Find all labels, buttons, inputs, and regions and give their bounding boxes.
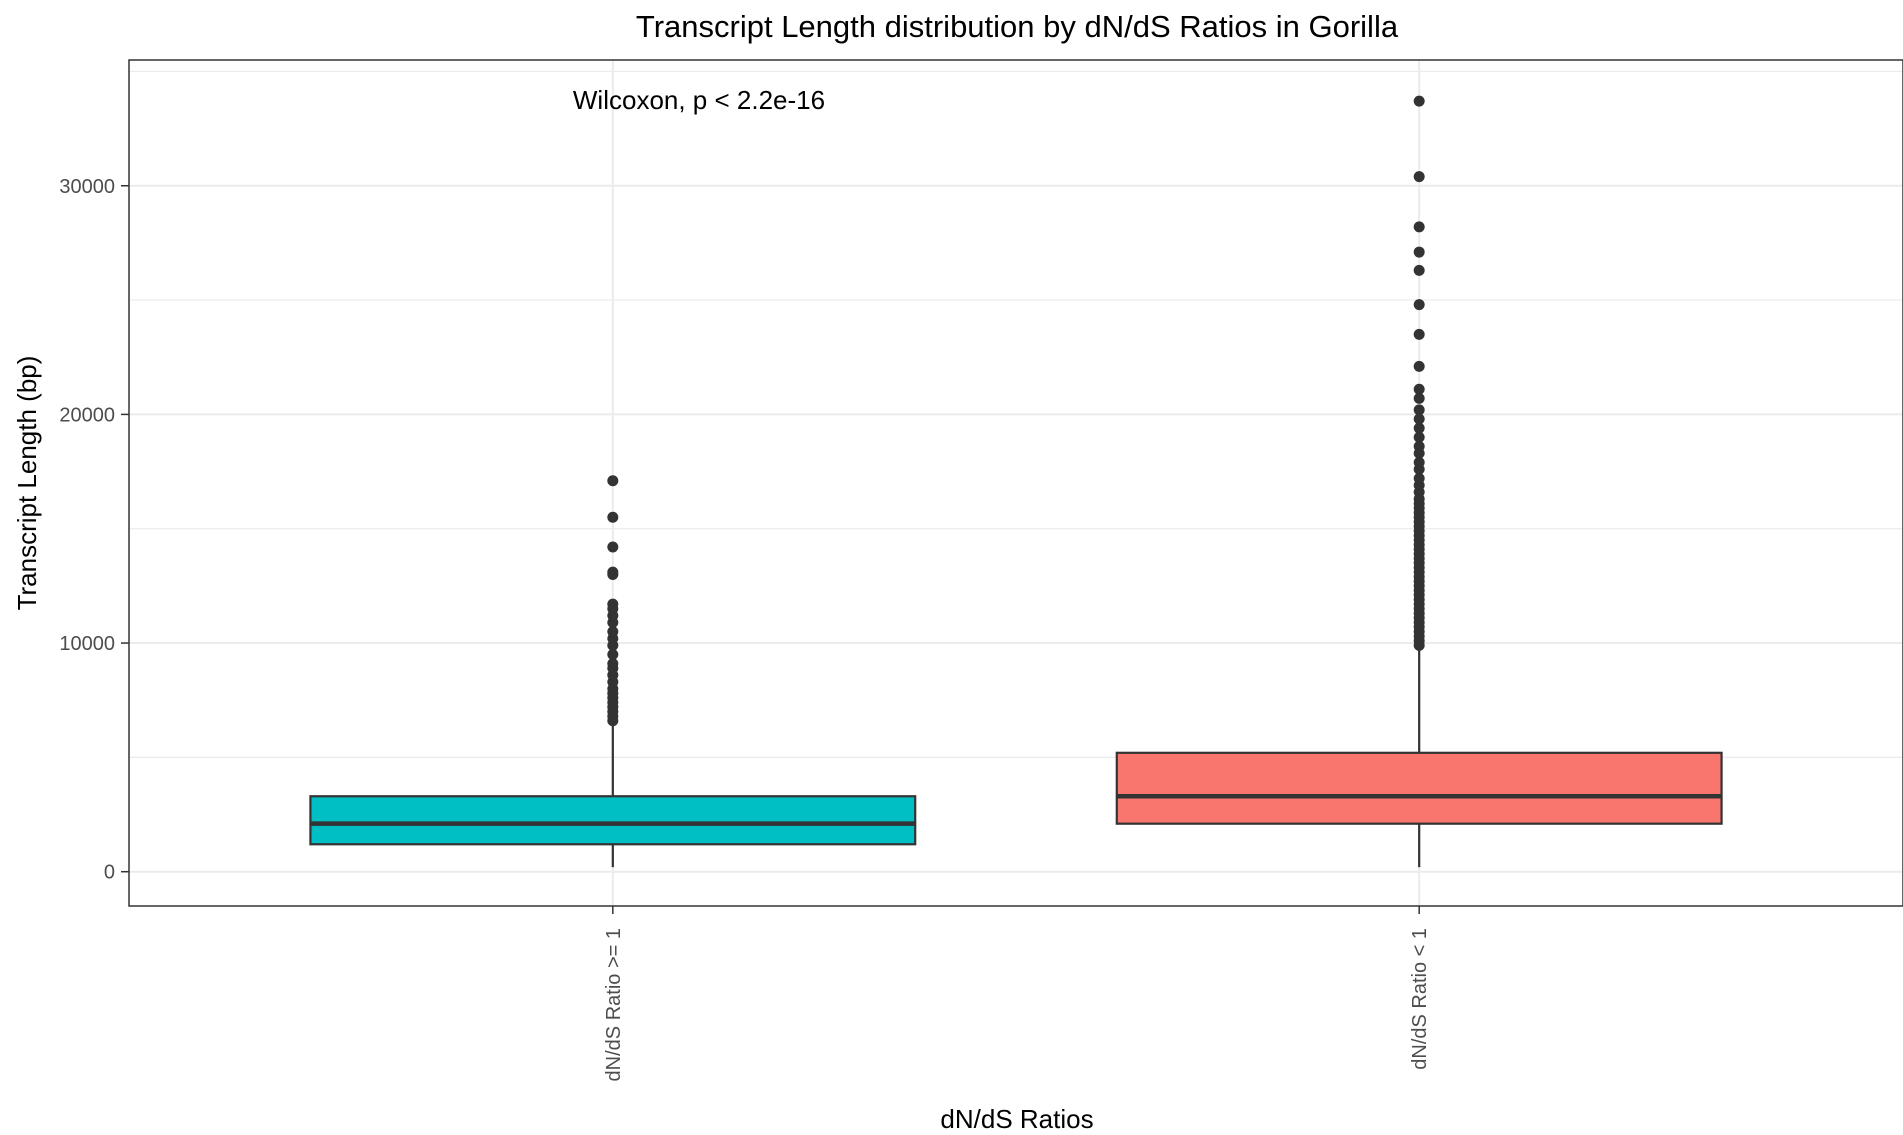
y-axis-title: Transcript Length (bp) [12, 356, 42, 611]
outlier-point [607, 626, 619, 638]
outlier-point [607, 598, 619, 610]
outlier-point [1413, 404, 1425, 416]
box-group [1115, 95, 1723, 868]
y-tick-label: 0 [104, 862, 115, 884]
box-series [309, 95, 1723, 868]
outlier-point [1413, 221, 1425, 233]
x-tick-label: dN/dS Ratio >= 1 [603, 928, 625, 1081]
outlier-point [1413, 472, 1425, 484]
outlier-point [1413, 246, 1425, 258]
outlier-point [607, 658, 619, 670]
outlier-point [1413, 413, 1425, 425]
wilcoxon-annotation: Wilcoxon, p < 2.2e-16 [573, 85, 825, 115]
outlier-point [1413, 456, 1425, 468]
y-tick-label: 30000 [59, 176, 115, 198]
outlier-point [1413, 431, 1425, 443]
outlier-point [1413, 440, 1425, 452]
x-tick-label: dN/dS Ratio < 1 [1409, 928, 1431, 1070]
box-iqr [309, 795, 917, 846]
x-axis-title: dN/dS Ratios [940, 1104, 1093, 1134]
y-axis: 0 10000 20000 30000 [59, 176, 129, 884]
y-tick-label: 10000 [59, 633, 115, 655]
outlier-point [1413, 95, 1425, 107]
outlier-point [607, 475, 619, 487]
outlier-point [1413, 360, 1425, 372]
chart-title: Transcript Length distribution by dN/dS … [636, 9, 1399, 44]
outlier-point [1413, 392, 1425, 404]
outlier-point [607, 541, 619, 553]
outlier-point [1413, 299, 1425, 311]
outlier-point [607, 648, 619, 660]
plot-panel-border [128, 59, 1903, 907]
outlier-point [607, 566, 619, 578]
outlier-point [1413, 383, 1425, 395]
box-iqr [1115, 751, 1723, 825]
outlier-point [607, 511, 619, 523]
y-tick-label: 20000 [59, 404, 115, 426]
x-axis: dN/dS Ratio >= 1 dN/dS Ratio < 1 [603, 906, 1431, 1081]
outlier-point [1413, 264, 1425, 276]
outlier-point [1413, 328, 1425, 340]
box-group [309, 475, 917, 868]
outlier-point [1413, 422, 1425, 434]
outlier-point [1413, 171, 1425, 183]
